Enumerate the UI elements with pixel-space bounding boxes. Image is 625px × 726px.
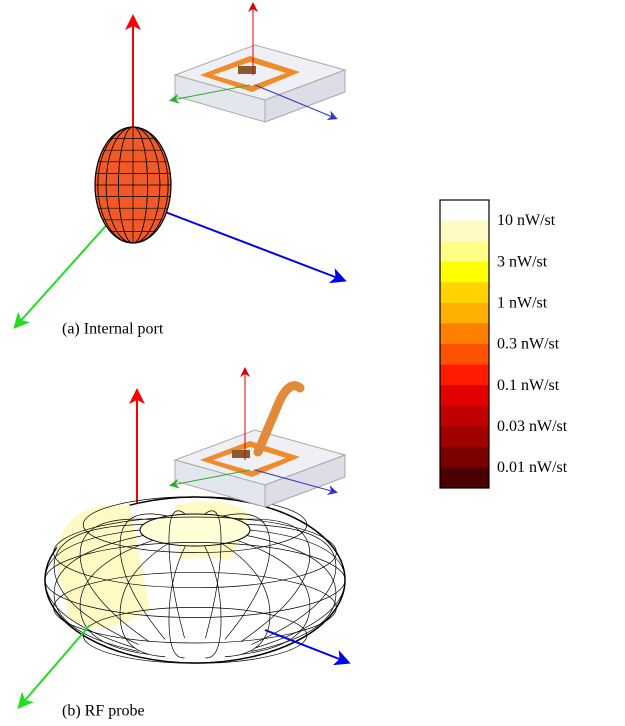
colorbar-label: 3 nW/st [497,253,548,270]
colorbar-band [440,241,489,262]
colorbar-label: 10 nW/st [497,212,556,229]
colorbar-band [440,282,489,303]
colorbar-band [440,221,489,242]
caption: (a) Internal port [62,321,164,338]
colorbar-label: 0.03 nW/st [497,418,568,435]
colorbar-band [440,200,489,221]
inset-probe [172,370,345,507]
colorbar: 10 nW/st 3 nW/st 1 nW/st 0.3 nW/st 0.1 nW/st… [440,200,568,489]
colorbar-band [440,447,489,468]
y-axis [16,210,120,326]
colorbar-band [440,262,489,283]
colorbar-band [440,406,489,427]
panel-b: (b) RF probe [20,370,347,720]
colorbar-band [440,344,489,365]
colorbar-band [440,303,489,324]
colorbar-label: 0.3 nW/st [497,336,560,353]
colorbar-label: 0.01 nW/st [497,459,568,476]
x-axis [160,210,343,280]
colorbar-band [440,385,489,406]
colorbar-band [440,365,489,386]
colorbar-label: 0.1 nW/st [497,377,560,394]
radiation-pattern [45,497,345,664]
colorbar-band [440,323,489,344]
y-axis [20,625,90,706]
colorbar-band [440,467,489,488]
inset-port [172,5,345,122]
panel-a: (a) Internal port [16,5,345,338]
caption: (b) RF probe [62,703,145,720]
colorbar-label: 1 nW/st [497,295,548,312]
figure: (a) Internal port (b) RF probe 10 nW/st 3… [0,0,625,721]
colorbar-band [440,426,489,447]
radiation-pattern [95,127,171,243]
